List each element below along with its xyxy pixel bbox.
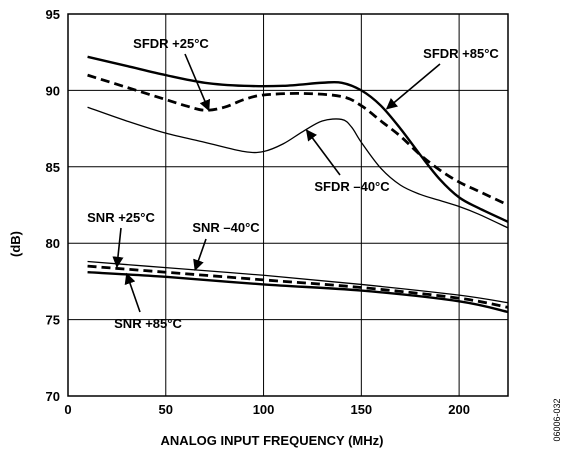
annotation-arrow: [385, 63, 441, 110]
x-tick-label: 200: [448, 402, 470, 417]
y-axis-label: (dB): [8, 231, 23, 257]
annotation-arrow: [112, 227, 124, 268]
series-line: [87, 264, 509, 309]
y-tick-label: 95: [46, 7, 60, 22]
annotation-label: SNR +25°C: [87, 210, 155, 225]
annotation-label: SFDR –40°C: [314, 179, 390, 194]
x-tick-labels: 0 50 100 150 200: [64, 402, 470, 417]
series-line: [87, 73, 509, 207]
x-tick-label: 0: [64, 402, 71, 417]
y-tick-label: 85: [46, 160, 60, 175]
series-layer: [87, 55, 509, 314]
annotation-arrow: [124, 272, 141, 313]
plot-frame: [67, 13, 509, 397]
y-tick-label: 70: [46, 389, 60, 404]
x-tick-label: 150: [350, 402, 372, 417]
x-tick-label: 50: [159, 402, 173, 417]
y-tick-label: 75: [46, 313, 60, 328]
annotation-arrow: [305, 129, 341, 176]
annotation-arrow: [184, 53, 211, 112]
series-line: [87, 55, 509, 223]
y-tick-label: 90: [46, 83, 60, 98]
annotation-label: SFDR +85°C: [423, 46, 499, 61]
annotation-label: SNR +85°C: [114, 316, 182, 331]
x-axis-label: ANALOG INPUT FREQUENCY (MHz): [161, 433, 384, 448]
series-line: [87, 260, 509, 304]
annotations: SFDR +25°C SFDR +85°C SFDR –40°C SNR +25°C S…: [87, 36, 499, 331]
y-tick-labels: 70 75 80 85 90 95: [46, 7, 60, 404]
y-tick-label: 80: [46, 236, 60, 251]
annotation-label: SFDR +25°C: [133, 36, 209, 51]
gridlines: [67, 13, 508, 397]
series-line: [87, 106, 509, 229]
annotation-label: SNR –40°C: [192, 220, 260, 235]
annotation-arrow: [193, 238, 207, 271]
series-line: [87, 271, 509, 314]
figure-id: 06006-032: [552, 398, 562, 441]
x-tick-label: 100: [253, 402, 275, 417]
